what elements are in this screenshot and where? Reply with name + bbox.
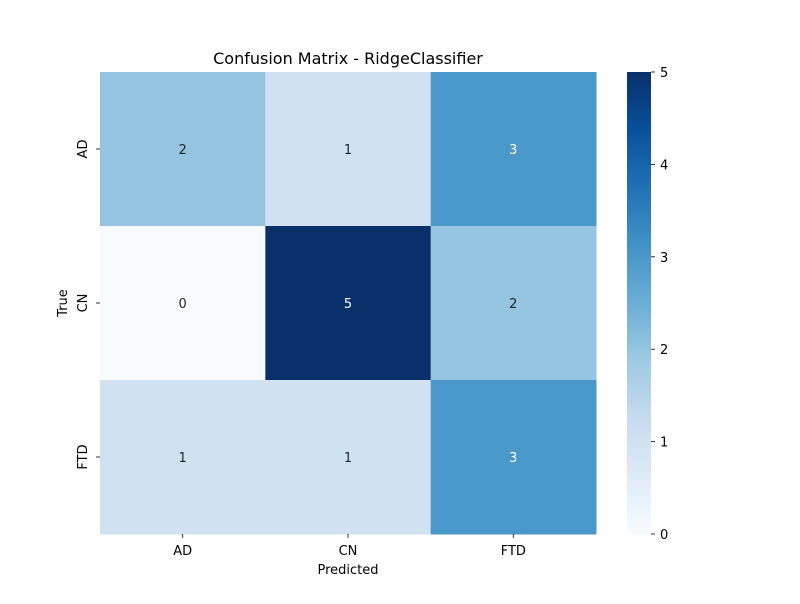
colorbar-tick-label: 0 <box>660 528 668 543</box>
y-axis-label: True <box>56 289 71 318</box>
colorbar-gradient <box>627 72 651 534</box>
cell-value-label: 3 <box>509 451 517 466</box>
heatmap-cell <box>100 72 266 227</box>
heatmap-cell <box>430 380 597 535</box>
cell-value-label: 2 <box>509 297 517 312</box>
colorbar-tick-label: 1 <box>660 436 668 451</box>
y-tick-label: FTD <box>76 444 91 469</box>
x-tick-label: CN <box>339 544 358 559</box>
heatmap-cell <box>265 226 432 381</box>
cell-value-label: 2 <box>179 143 187 158</box>
cell-value-label: 1 <box>344 451 352 466</box>
colorbar: 0 1 2 3 4 5 <box>627 66 668 543</box>
x-axis-label: Predicted <box>317 563 378 578</box>
colorbar-tick-label: 3 <box>660 251 668 266</box>
heatmap-cells: 2 1 3 0 5 2 1 1 3 <box>100 72 597 535</box>
cell-value-label: 5 <box>344 297 352 312</box>
heatmap-cell <box>265 72 432 227</box>
heatmap-cell <box>100 226 266 381</box>
heatmap-cell <box>430 226 597 381</box>
cell-value-label: 3 <box>509 143 517 158</box>
chart-title: Confusion Matrix - RidgeClassifier <box>213 49 483 68</box>
heatmap-cell <box>265 380 432 535</box>
cell-value-label: 1 <box>179 451 187 466</box>
heatmap-cell <box>430 72 597 227</box>
y-axis-ticks: AD CN FTD <box>76 140 100 470</box>
cell-value-label: 1 <box>344 143 352 158</box>
colorbar-tick-label: 4 <box>660 158 668 173</box>
heatmap-cell <box>100 380 266 535</box>
colorbar-tick-label: 2 <box>660 343 668 358</box>
colorbar-tick-label: 5 <box>660 66 668 81</box>
x-tick-label: AD <box>173 544 192 559</box>
x-axis-ticks: AD CN FTD <box>173 534 526 559</box>
cell-value-label: 0 <box>179 297 187 312</box>
y-tick-label: CN <box>76 294 91 313</box>
x-tick-label: FTD <box>501 544 526 559</box>
y-tick-label: AD <box>76 140 91 159</box>
